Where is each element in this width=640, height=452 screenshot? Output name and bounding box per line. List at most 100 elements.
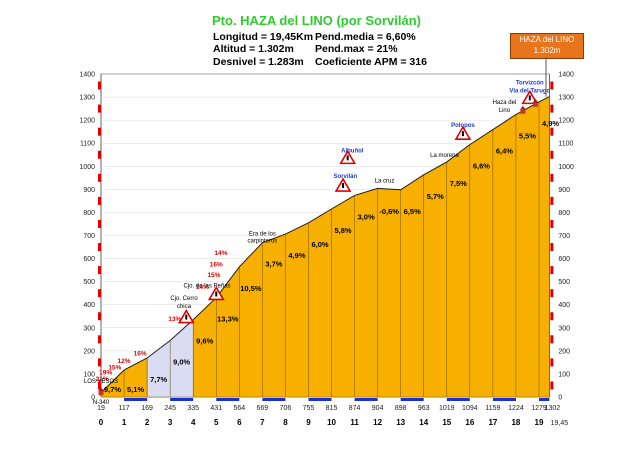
place-label: Era de los — [249, 232, 276, 238]
segment-grade-label: 6,0% — [311, 240, 328, 249]
y-axis-red-mark — [98, 173, 101, 182]
place-label: Cjo. Cerro — [170, 296, 198, 302]
km-label: 11 — [350, 418, 359, 427]
km-label: 12 — [373, 418, 382, 427]
summit-badge-altitude: 1.302m — [533, 46, 561, 55]
bottom-bar-stripe — [147, 398, 171, 401]
place-label: La cruz — [375, 178, 395, 184]
max-grade-label: 14% — [214, 250, 227, 257]
stat-altitud: Altitud = 1.302m — [213, 43, 294, 55]
y-axis-red-mark — [98, 127, 101, 136]
altitude-label: 1302 — [545, 405, 561, 412]
y-axis-red-mark — [98, 381, 101, 390]
y-axis-red-mark — [550, 243, 554, 252]
y-tick-label-left: 1300 — [79, 95, 95, 102]
y-tick-label-right: 800 — [558, 210, 570, 217]
y-axis-red-mark — [550, 196, 554, 205]
altitude-label: 669 — [257, 405, 269, 412]
y-axis-red-mark — [550, 219, 554, 228]
segment-grade-label: 4,9% — [542, 119, 559, 128]
y-axis-red-mark — [550, 381, 554, 390]
y-tick-label-left: 300 — [83, 325, 95, 332]
y-axis-red-mark — [550, 127, 554, 136]
altitude-label: 564 — [233, 405, 245, 412]
y-tick-label-left: 900 — [83, 187, 95, 194]
chart-header: Pto. HAZA del LINO (por Sorvilán) Longit… — [0, 0, 640, 70]
y-axis-red-mark — [98, 81, 101, 90]
km-label: 14 — [419, 418, 428, 427]
km-label: 16 — [465, 418, 474, 427]
bottom-bar-stripe — [193, 398, 217, 401]
km-label: 7 — [260, 418, 265, 427]
km-label: 19 — [535, 418, 544, 427]
house-body-icon — [533, 102, 539, 107]
max-grade-label: 21% — [96, 376, 109, 383]
altitude-label: 431 — [210, 405, 222, 412]
y-axis-red-mark — [98, 312, 101, 321]
y-tick-label-right: 300 — [558, 325, 570, 332]
max-grade-label: 12% — [118, 358, 131, 365]
y-tick-label-left: 0 — [91, 395, 95, 402]
max-grade-label: 14% — [196, 284, 209, 291]
altitude-label: 1019 — [439, 405, 455, 412]
y-tick-label-left: 600 — [83, 256, 95, 263]
place-label: carpinteros — [248, 238, 278, 244]
y-axis-red-mark — [98, 289, 101, 298]
y-axis-red-mark — [550, 289, 554, 298]
altitude-label: 815 — [326, 405, 338, 412]
stat-pend-max: Pend.max = 21% — [315, 43, 398, 55]
altitude-label: 963 — [418, 405, 430, 412]
warning-mark-icon — [346, 155, 349, 161]
altitude-label: 1224 — [508, 405, 524, 412]
segment-grade-label: -0,6% — [379, 207, 399, 216]
segment-grade-label: 6,4% — [496, 147, 513, 156]
stat-pend-media: Pend.media = 6,60% — [315, 31, 416, 43]
y-axis-red-mark — [98, 104, 101, 113]
km-label: 19,45 — [551, 420, 569, 427]
y-axis-red-mark — [98, 266, 101, 275]
y-tick-label-right: 900 — [558, 187, 570, 194]
house-roof-icon — [532, 98, 539, 103]
km-label: 2 — [145, 418, 150, 427]
road-label: Sorvilán — [334, 174, 358, 180]
km-label: 18 — [511, 418, 520, 427]
bottom-bar-stripe — [469, 398, 493, 401]
segment-grade-label: 5,7% — [427, 192, 444, 201]
km-label: 5 — [214, 418, 219, 427]
y-axis-red-mark — [550, 335, 554, 344]
segment-grade-label: 10,5% — [240, 284, 262, 293]
y-axis-red-mark — [550, 81, 554, 90]
altitude-label: 755 — [303, 405, 315, 412]
y-axis-red-mark — [98, 358, 101, 367]
altitude-label: 117 — [118, 405, 129, 412]
place-label: La morena — [430, 153, 459, 159]
y-tick-label-left: 200 — [83, 348, 95, 355]
km-label: 10 — [327, 418, 336, 427]
road-label: Torvizcón — [516, 80, 544, 86]
y-tick-label-left: 1100 — [80, 141, 95, 148]
y-tick-label-right: 1200 — [558, 118, 574, 125]
y-axis-red-mark — [98, 243, 101, 252]
house-body-icon — [98, 391, 104, 396]
y-tick-label-right: 100 — [558, 371, 570, 378]
house-body-icon — [520, 109, 526, 114]
bottom-bar-stripe — [239, 398, 263, 401]
segment-grade-label: 7,7% — [150, 375, 167, 384]
warning-mark-icon — [185, 314, 188, 320]
y-tick-label-left: 700 — [83, 233, 95, 240]
y-tick-label-right: 700 — [558, 233, 570, 240]
km-label: 15 — [442, 418, 451, 427]
altitude-label: 874 — [349, 405, 361, 412]
altitude-label: 898 — [395, 405, 407, 412]
bottom-bar — [101, 398, 550, 401]
km-label: 6 — [237, 418, 242, 427]
altitude-label: 904 — [372, 405, 384, 412]
km-label: 0 — [99, 418, 104, 427]
road-label: Polopos — [451, 123, 475, 129]
segment-grade-label: 9,7% — [104, 385, 121, 394]
place-label: Cjo. de las Peñas — [184, 283, 231, 289]
y-tick-label-right: 1000 — [558, 164, 574, 171]
y-axis-red-mark — [550, 104, 554, 113]
y-tick-label-right: 0 — [558, 395, 562, 402]
